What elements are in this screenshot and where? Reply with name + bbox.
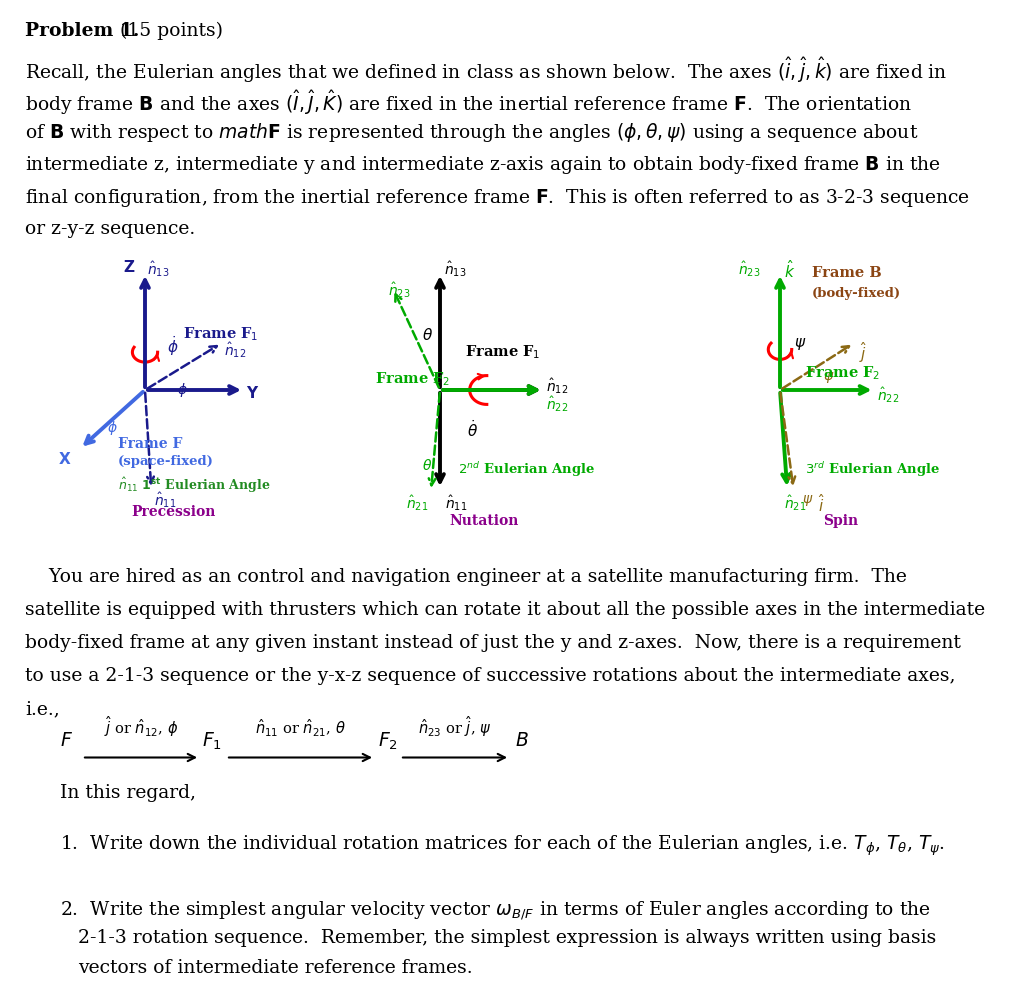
Text: $\hat{n}_{23}$: $\hat{n}_{23}$ [737,260,760,279]
Text: $\theta$: $\theta$ [422,458,432,473]
Text: body frame $\mathbf{B}$ and the axes $(\hat{I}, \hat{J}, \hat{K})$ are fixed in : body frame $\mathbf{B}$ and the axes $(\… [25,88,912,117]
Text: $\mathbf{Z}$: $\mathbf{Z}$ [123,260,135,276]
Text: $\hat{n}_{13}$: $\hat{n}_{13}$ [444,260,467,279]
Text: $\psi$: $\psi$ [803,494,814,508]
Text: intermediate z, intermediate y and intermediate z-axis again to obtain body-fixe: intermediate z, intermediate y and inter… [25,154,941,176]
Text: $\phi$: $\phi$ [108,419,118,437]
Text: (body-fixed): (body-fixed) [811,287,901,300]
Text: $\hat{n}_{23}$ or $\hat{j}$, $\psi$: $\hat{n}_{23}$ or $\hat{j}$, $\psi$ [419,714,492,739]
Text: $\phi$: $\phi$ [177,381,188,399]
Text: $\hat{n}_{23}$: $\hat{n}_{23}$ [388,280,411,300]
Text: $\hat{j}$: $\hat{j}$ [859,340,867,365]
Text: $\hat{i}$: $\hat{i}$ [818,494,824,515]
Text: $\hat{n}_{22}$: $\hat{n}_{22}$ [878,385,899,405]
Text: $\mathbf{Y}$: $\mathbf{Y}$ [246,385,259,401]
Text: Frame B: Frame B [811,266,881,280]
Text: $\hat{n}_{11}$: $\hat{n}_{11}$ [154,491,176,510]
Text: $\dot{\theta}$: $\dot{\theta}$ [467,419,478,440]
Text: $\hat{k}$: $\hat{k}$ [784,260,796,282]
Text: Problem 1.: Problem 1. [25,22,139,40]
Text: $\mathbf{X}$: $\mathbf{X}$ [57,452,72,468]
Text: $\hat{n}_{13}$: $\hat{n}_{13}$ [147,260,170,279]
Text: $\theta$: $\theta$ [422,327,433,343]
Text: $\hat{n}_{11}$ $\mathbf{1^{st}}$ Eulerian Angle: $\hat{n}_{11}$ $\mathbf{1^{st}}$ Euleria… [118,476,270,495]
Text: $\psi$: $\psi$ [794,336,806,352]
Text: (15 points): (15 points) [120,22,223,40]
Text: satellite is equipped with thrusters which can rotate it about all the possible : satellite is equipped with thrusters whi… [25,601,985,619]
Text: $\dot{\phi}$: $\dot{\phi}$ [167,335,178,358]
Text: $\hat{n}_{21}$: $\hat{n}_{21}$ [407,494,429,513]
Text: $\hat{n}_{11}$ or $\hat{n}_{21}$, $\theta$: $\hat{n}_{11}$ or $\hat{n}_{21}$, $\thet… [255,717,345,739]
Text: i.e.,: i.e., [25,700,59,718]
Text: $\hat{j}$ or $\hat{n}_{12}$, $\phi$: $\hat{j}$ or $\hat{n}_{12}$, $\phi$ [103,714,178,739]
Text: $2^{nd}$ Eulerian Angle: $2^{nd}$ Eulerian Angle [458,461,595,480]
Text: final configuration, from the inertial reference frame $\mathbf{F}$.  This is of: final configuration, from the inertial r… [25,187,970,209]
Text: $\hat{n}_{21}$: $\hat{n}_{21}$ [784,494,807,513]
Text: $\hat{n}_{12}$: $\hat{n}_{12}$ [224,341,247,360]
Text: Frame F: Frame F [118,437,182,451]
Text: Spin: Spin [823,514,858,528]
Text: of $\mathbf{B}$ with respect to $\mathit{math}\mathbf{F}$ is represented through: of $\mathbf{B}$ with respect to $\mathit… [25,121,919,144]
Text: Frame F$_2$: Frame F$_2$ [375,371,451,388]
Text: $F_2$: $F_2$ [378,730,398,751]
Text: Frame F$_2$: Frame F$_2$ [805,365,881,383]
Text: or z-y-z sequence.: or z-y-z sequence. [25,220,196,238]
Text: $F_1$: $F_1$ [202,730,222,751]
Text: $F$: $F$ [60,732,73,750]
Text: $\hat{n}_{11}$: $\hat{n}_{11}$ [445,494,468,513]
Text: 2.  Write the simplest angular velocity vector $\omega_{B/F}$ in terms of Euler : 2. Write the simplest angular velocity v… [60,899,931,922]
Text: vectors of intermediate reference frames.: vectors of intermediate reference frames… [78,959,473,977]
Text: $\hat{n}_{22}$: $\hat{n}_{22}$ [546,394,568,414]
Text: 2-1-3 rotation sequence.  Remember, the simplest expression is always written us: 2-1-3 rotation sequence. Remember, the s… [78,929,936,947]
Text: Nutation: Nutation [449,514,518,528]
Text: Frame F$_1$: Frame F$_1$ [183,326,258,343]
Text: body-fixed frame at any given instant instead of just the y and z-axes.  Now, th: body-fixed frame at any given instant in… [25,634,961,652]
Text: 1.  Write down the individual rotation matrices for each of the Eulerian angles,: 1. Write down the individual rotation ma… [60,833,945,858]
Text: Frame F$_1$: Frame F$_1$ [465,344,541,361]
Text: Precession: Precession [131,505,216,519]
Text: $3^{rd}$ Eulerian Angle: $3^{rd}$ Eulerian Angle [805,461,940,480]
Text: In this regard,: In this regard, [60,784,196,802]
Text: (space-fixed): (space-fixed) [118,455,214,468]
Text: $\hat{n}_{12}$: $\hat{n}_{12}$ [546,376,568,396]
Text: $B$: $B$ [515,732,528,750]
Text: Recall, the Eulerian angles that we defined in class as shown below.  The axes $: Recall, the Eulerian angles that we defi… [25,55,947,85]
Text: $\psi$: $\psi$ [823,371,835,386]
Text: to use a 2-1-3 sequence or the y-x-z sequence of successive rotations about the : to use a 2-1-3 sequence or the y-x-z seq… [25,667,955,685]
Text: You are hired as an control and navigation engineer at a satellite manufacturing: You are hired as an control and navigati… [25,568,907,586]
